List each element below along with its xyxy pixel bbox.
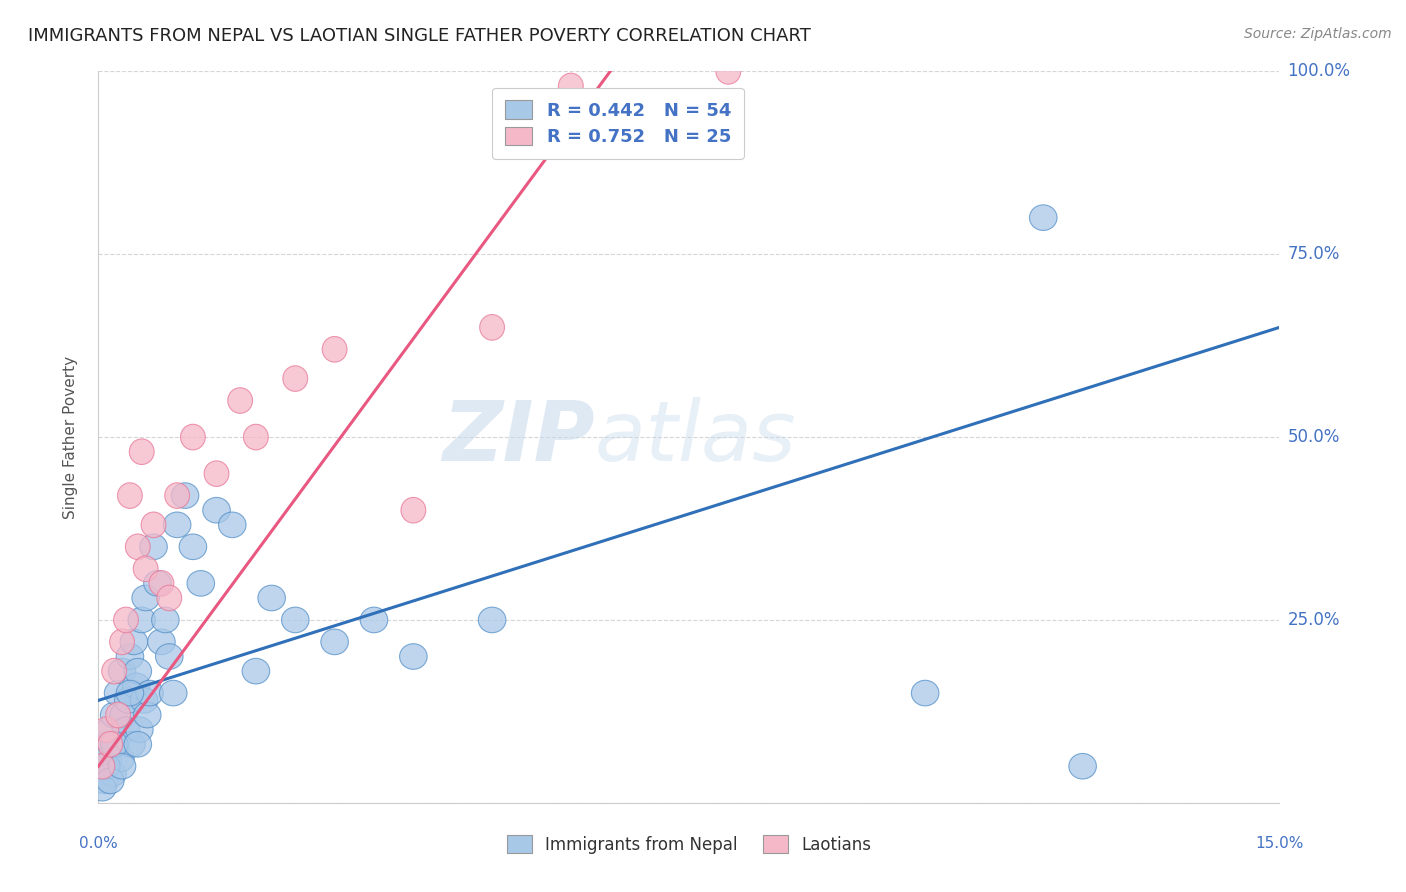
Ellipse shape bbox=[149, 571, 174, 596]
Ellipse shape bbox=[94, 746, 122, 772]
Ellipse shape bbox=[257, 585, 285, 611]
Ellipse shape bbox=[120, 629, 148, 655]
Ellipse shape bbox=[125, 534, 150, 559]
Ellipse shape bbox=[218, 512, 246, 538]
Ellipse shape bbox=[157, 585, 181, 611]
Ellipse shape bbox=[108, 754, 136, 779]
Ellipse shape bbox=[97, 768, 124, 794]
Ellipse shape bbox=[134, 556, 157, 582]
Ellipse shape bbox=[139, 534, 167, 559]
Ellipse shape bbox=[91, 768, 118, 794]
Ellipse shape bbox=[114, 607, 138, 632]
Ellipse shape bbox=[124, 658, 152, 684]
Text: 50.0%: 50.0% bbox=[1288, 428, 1340, 446]
Ellipse shape bbox=[156, 644, 183, 669]
Ellipse shape bbox=[112, 717, 139, 742]
Y-axis label: Single Father Poverty: Single Father Poverty bbox=[63, 356, 77, 518]
Ellipse shape bbox=[105, 702, 131, 728]
Ellipse shape bbox=[143, 571, 172, 596]
Ellipse shape bbox=[179, 534, 207, 559]
Ellipse shape bbox=[100, 731, 128, 757]
Ellipse shape bbox=[93, 731, 120, 757]
Legend: Immigrants from Nepal, Laotians: Immigrants from Nepal, Laotians bbox=[501, 829, 877, 860]
Ellipse shape bbox=[98, 731, 122, 757]
Ellipse shape bbox=[360, 607, 388, 632]
Ellipse shape bbox=[118, 731, 145, 757]
Ellipse shape bbox=[94, 717, 118, 742]
Text: 25.0%: 25.0% bbox=[1288, 611, 1340, 629]
Ellipse shape bbox=[242, 658, 270, 684]
Ellipse shape bbox=[283, 366, 308, 392]
Ellipse shape bbox=[163, 512, 191, 538]
Ellipse shape bbox=[104, 681, 132, 706]
Text: 100.0%: 100.0% bbox=[1288, 62, 1350, 80]
Ellipse shape bbox=[131, 688, 157, 714]
Ellipse shape bbox=[1069, 754, 1097, 779]
Text: IMMIGRANTS FROM NEPAL VS LAOTIAN SINGLE FATHER POVERTY CORRELATION CHART: IMMIGRANTS FROM NEPAL VS LAOTIAN SINGLE … bbox=[28, 27, 811, 45]
Ellipse shape bbox=[114, 688, 142, 714]
Ellipse shape bbox=[141, 512, 166, 538]
Ellipse shape bbox=[180, 425, 205, 450]
Text: ZIP: ZIP bbox=[441, 397, 595, 477]
Text: 0.0%: 0.0% bbox=[79, 836, 118, 851]
Ellipse shape bbox=[228, 388, 253, 413]
Text: atlas: atlas bbox=[595, 397, 796, 477]
Ellipse shape bbox=[136, 681, 163, 706]
Ellipse shape bbox=[103, 731, 129, 757]
Ellipse shape bbox=[399, 644, 427, 669]
Ellipse shape bbox=[124, 731, 152, 757]
Ellipse shape bbox=[321, 629, 349, 655]
Ellipse shape bbox=[118, 483, 142, 508]
Ellipse shape bbox=[281, 607, 309, 632]
Ellipse shape bbox=[122, 673, 150, 698]
Ellipse shape bbox=[107, 746, 134, 772]
Ellipse shape bbox=[110, 702, 138, 728]
Ellipse shape bbox=[117, 681, 143, 706]
Ellipse shape bbox=[187, 571, 215, 596]
Ellipse shape bbox=[90, 754, 115, 779]
Ellipse shape bbox=[243, 425, 269, 450]
Ellipse shape bbox=[110, 629, 135, 655]
Ellipse shape bbox=[97, 717, 124, 742]
Ellipse shape bbox=[479, 315, 505, 340]
Ellipse shape bbox=[101, 658, 127, 684]
Text: Source: ZipAtlas.com: Source: ZipAtlas.com bbox=[1244, 27, 1392, 41]
Ellipse shape bbox=[125, 717, 153, 742]
Ellipse shape bbox=[148, 629, 176, 655]
Text: 75.0%: 75.0% bbox=[1288, 245, 1340, 263]
Ellipse shape bbox=[108, 658, 136, 684]
Ellipse shape bbox=[165, 483, 190, 508]
Ellipse shape bbox=[129, 439, 155, 465]
Ellipse shape bbox=[98, 761, 127, 787]
Text: 15.0%: 15.0% bbox=[1256, 836, 1303, 851]
Ellipse shape bbox=[401, 498, 426, 523]
Ellipse shape bbox=[558, 73, 583, 99]
Ellipse shape bbox=[100, 702, 128, 728]
Ellipse shape bbox=[202, 498, 231, 523]
Ellipse shape bbox=[204, 461, 229, 486]
Ellipse shape bbox=[152, 607, 179, 632]
Ellipse shape bbox=[172, 483, 198, 508]
Ellipse shape bbox=[1029, 205, 1057, 230]
Ellipse shape bbox=[478, 607, 506, 632]
Ellipse shape bbox=[117, 644, 143, 669]
Ellipse shape bbox=[134, 702, 162, 728]
Ellipse shape bbox=[132, 585, 159, 611]
Ellipse shape bbox=[128, 607, 156, 632]
Ellipse shape bbox=[159, 681, 187, 706]
Ellipse shape bbox=[322, 336, 347, 362]
Ellipse shape bbox=[93, 754, 120, 779]
Ellipse shape bbox=[716, 59, 741, 84]
Ellipse shape bbox=[911, 681, 939, 706]
Ellipse shape bbox=[89, 754, 117, 779]
Ellipse shape bbox=[89, 775, 117, 801]
